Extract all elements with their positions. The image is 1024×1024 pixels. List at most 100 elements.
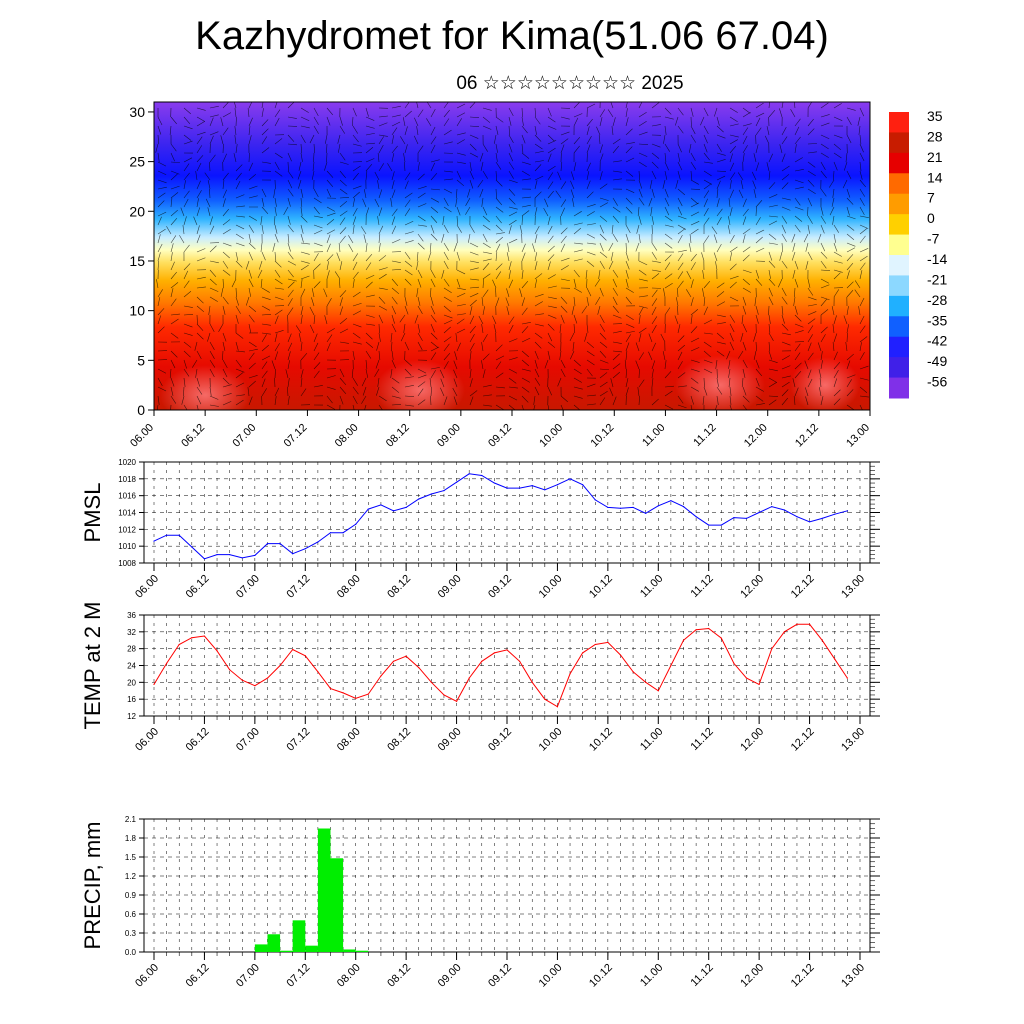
wind-vector [209,131,219,136]
wind-vector [456,328,466,334]
wind-vector [482,258,492,262]
wind-vector [573,102,581,109]
wind-vector [209,105,219,109]
wind-vector [846,247,856,253]
wind-vector [638,306,644,316]
wind-vector [625,342,630,352]
wind-vector [417,145,424,154]
wind-vector [220,135,224,145]
wind-vector [703,183,712,190]
wind-vector [690,202,700,208]
wind-vector [729,395,732,405]
wind-vector [157,179,167,184]
wind-vector [170,282,179,289]
wind-vector [648,197,653,207]
wind-vector [859,197,865,206]
wind-vector [791,233,796,243]
x-tick-label: 10.00 [537,573,565,601]
data-point [430,493,432,495]
wind-vector [625,296,632,305]
wind-vector [404,208,411,217]
wind-vector [508,357,518,361]
wind-vector [300,315,303,325]
data-point [392,510,395,512]
wind-vector [573,242,583,245]
wind-vector [365,254,373,262]
data-point [758,511,760,514]
wind-vector [843,315,848,325]
wind-vector [571,305,575,315]
wind-vector [651,378,654,388]
x-tick-label: 11.00 [638,573,665,600]
wind-vector [235,314,239,324]
wind-vector [728,198,731,208]
data-point [645,512,647,514]
wind-vector [430,352,437,361]
wind-vector [690,188,701,190]
wind-vector [833,116,843,121]
wind-vector [481,360,484,370]
wind-vector [443,278,450,287]
wind-vector [378,296,386,304]
data-point [329,688,332,690]
wind-vector [482,125,492,130]
wind-vector [690,297,694,307]
wind-vector [859,188,866,197]
wind-vector [300,107,309,113]
wind-vector [404,251,411,260]
wind-vector [274,197,277,207]
wind-vector [690,368,700,372]
wind-vector [196,107,206,111]
wind-vector [235,194,245,199]
wind-vector [573,211,582,217]
wind-vector [352,404,355,410]
y-tick-label: 20 [129,203,145,219]
wind-vector [374,368,380,377]
wind-vector [443,102,449,109]
wind-vector [859,143,864,153]
wind-vector [495,372,504,379]
wind-vector [205,198,211,208]
wind-vector [599,397,606,406]
wind-vector [326,334,333,343]
wind-vector [235,399,244,406]
wind-vector [361,395,367,404]
wind-vector [391,278,399,287]
wind-vector [339,297,343,307]
wind-vector [287,251,294,260]
wind-vector [820,309,829,316]
wind-vector [300,251,310,255]
wind-vector [651,170,657,180]
wind-vector [846,360,851,370]
wind-vector [570,171,575,181]
wind-vector [234,108,237,118]
data-point [846,677,848,679]
wind-vector [313,385,323,388]
wind-vector [586,204,596,208]
wind-vector [183,305,193,308]
wind-vector [508,377,517,384]
wind-vector [311,170,315,180]
wind-vector [833,152,842,159]
wind-vector [612,296,618,306]
wind-vector [859,170,863,180]
wind-vector [482,334,488,343]
data-point [619,507,622,509]
wind-vector [404,192,413,199]
data-point [166,534,168,536]
wind-vector [183,244,190,253]
data-point [443,694,445,696]
wind-vector [183,263,191,271]
wind-vector [846,233,855,240]
wind-vector [261,251,266,261]
wind-vector [196,350,202,360]
wind-vector [794,215,803,222]
wind-vector [768,332,774,341]
wind-vector [235,144,238,154]
wind-vector [339,235,346,244]
wind-vector [261,136,268,145]
wind-vector [660,333,666,343]
wind-vector [313,362,321,370]
wind-vector [339,341,349,344]
wind-vector [664,152,667,162]
